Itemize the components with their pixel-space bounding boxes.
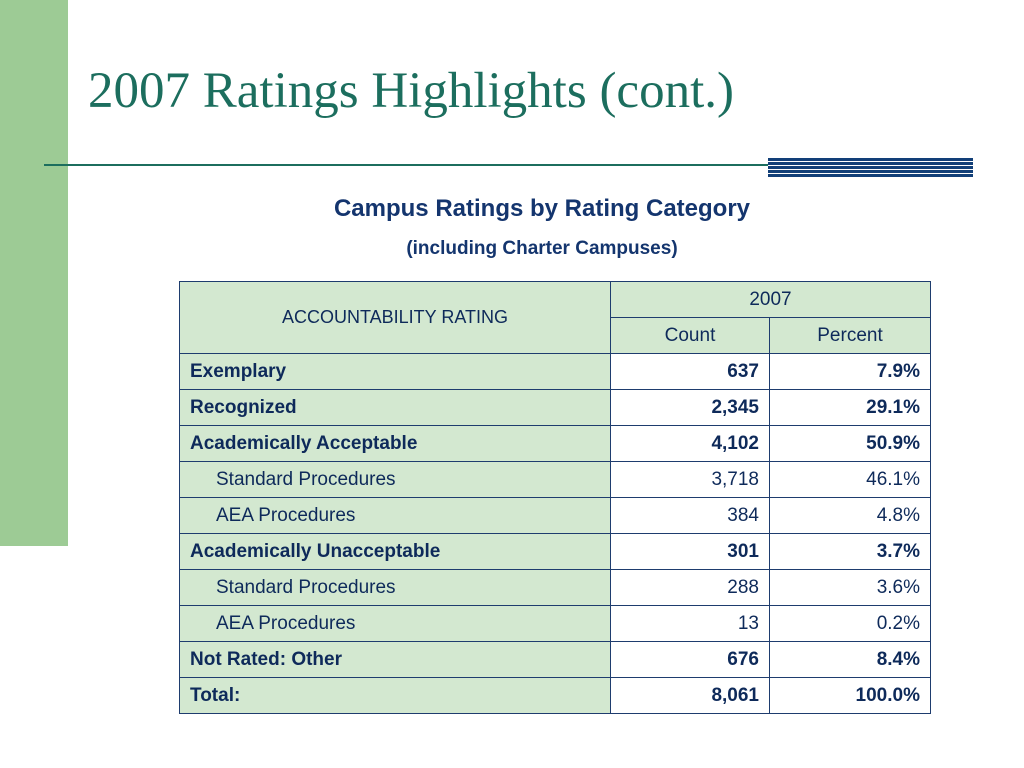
count-cell: 637 [610,353,770,390]
table-row: Standard Procedures 288 3.6% [179,569,931,606]
title-divider-accent [768,158,973,178]
count-cell: 4,102 [610,425,770,462]
rating-label-cell: Standard Procedures [179,569,611,606]
rating-label-cell: Not Rated: Other [179,641,611,678]
count-cell: 676 [610,641,770,678]
count-cell: 301 [610,533,770,570]
percent-cell: 29.1% [769,389,931,426]
table-row: Exemplary 637 7.9% [179,353,931,390]
rating-label-cell: Exemplary [179,353,611,390]
table-heading: Campus Ratings by Rating Category [333,195,751,222]
percent-cell: 0.2% [769,605,931,642]
count-cell: 288 [610,569,770,606]
rating-label-cell: AEA Procedures [179,497,611,534]
count-cell: 384 [610,497,770,534]
rating-label-cell: AEA Procedures [179,605,611,642]
rating-label-cell: Recognized [179,389,611,426]
percent-cell: 46.1% [769,461,931,498]
table-row: Not Rated: Other 676 8.4% [179,641,931,678]
table-row: Academically Unacceptable 301 3.7% [179,533,931,570]
decorative-side-bar [0,0,68,546]
count-cell: 8,061 [610,677,770,714]
ratings-table-body: ACCOUNTABILITY RATING 2007 Count Percent… [179,281,931,714]
column-header-year: 2007 [610,281,931,318]
table-row: Recognized 2,345 29.1% [179,389,931,426]
percent-cell: 4.8% [769,497,931,534]
percent-cell: 50.9% [769,425,931,462]
column-header-percent: Percent [769,317,931,354]
table-row: Standard Procedures 3,718 46.1% [179,461,931,498]
percent-cell: 8.4% [769,641,931,678]
rating-label-cell: Standard Procedures [179,461,611,498]
table-subheading: (including Charter Campuses) [406,238,678,259]
table-header-row: ACCOUNTABILITY RATING 2007 [179,281,931,354]
rating-label-cell: Academically Unacceptable [179,533,611,570]
rating-label-cell: Academically Acceptable [179,425,611,462]
table-subheader-row: Count Percent [180,317,931,354]
column-header-count: Count [610,317,770,354]
percent-cell: 3.7% [769,533,931,570]
percent-cell: 7.9% [769,353,931,390]
column-header-rating: ACCOUNTABILITY RATING [179,281,611,354]
slide-title: 2007 Ratings Highlights (cont.) [88,63,734,119]
table-row: AEA Procedures 13 0.2% [179,605,931,642]
table-row: Total: 8,061 100.0% [179,677,931,714]
count-cell: 13 [610,605,770,642]
percent-cell: 3.6% [769,569,931,606]
table-row: Academically Acceptable 4,102 50.9% [179,425,931,462]
percent-cell: 100.0% [769,677,931,714]
table-row: AEA Procedures 384 4.8% [179,497,931,534]
title-divider-line [44,164,770,166]
count-cell: 3,718 [610,461,770,498]
rating-label-cell: Total: [179,677,611,714]
ratings-table: ACCOUNTABILITY RATING 2007 Count Percent… [179,281,931,714]
count-cell: 2,345 [610,389,770,426]
